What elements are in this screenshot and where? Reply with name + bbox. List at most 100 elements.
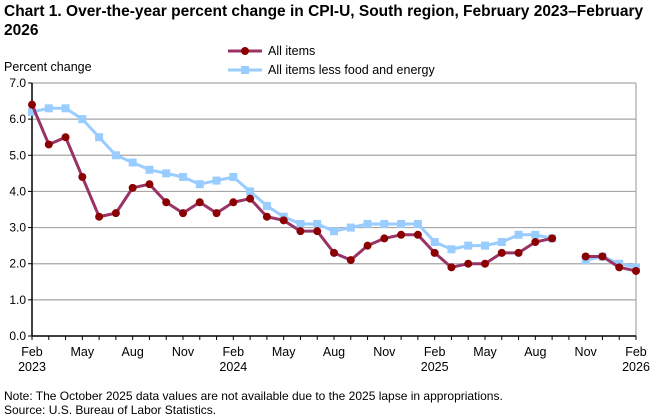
data-point-all-items bbox=[363, 241, 372, 250]
series-line-core bbox=[585, 254, 637, 269]
x-tick-label: May bbox=[71, 345, 95, 359]
data-point-core bbox=[346, 223, 355, 232]
data-point-core bbox=[296, 219, 305, 228]
data-point-all-items bbox=[212, 209, 221, 218]
data-point-core bbox=[78, 115, 87, 124]
x-tick-label: Feb bbox=[625, 345, 647, 359]
data-point-core bbox=[380, 219, 389, 228]
series-line-all-items bbox=[30, 104, 553, 269]
data-point-all-items bbox=[78, 172, 87, 181]
data-point-core bbox=[162, 169, 171, 178]
data-point-all-items bbox=[279, 216, 288, 225]
data-point-core bbox=[413, 219, 422, 228]
data-point-all-items bbox=[615, 263, 624, 272]
data-point-all-items bbox=[111, 209, 120, 218]
y-tick-label: 5.0 bbox=[9, 148, 26, 162]
data-point-core bbox=[229, 172, 238, 181]
legend-label: All items bbox=[268, 44, 315, 58]
data-point-core bbox=[28, 107, 36, 116]
data-point-all-items bbox=[229, 198, 238, 207]
x-tick-label: Aug bbox=[323, 345, 345, 359]
data-point-all-items bbox=[195, 198, 204, 207]
data-point-core bbox=[330, 227, 338, 236]
data-point-core bbox=[397, 219, 406, 228]
data-point-all-items bbox=[162, 198, 171, 207]
data-point-all-items bbox=[497, 248, 506, 257]
data-point-all-items bbox=[145, 180, 154, 189]
data-point-all-items bbox=[262, 212, 271, 221]
data-point-core bbox=[481, 241, 489, 250]
y-tick-label: 7.0 bbox=[9, 76, 26, 90]
data-point-all-items bbox=[481, 259, 489, 268]
data-point-core bbox=[430, 238, 439, 247]
data-point-all-items bbox=[95, 212, 104, 221]
series-line-all-items bbox=[585, 254, 637, 273]
x-tick-year-label: 2026 bbox=[622, 360, 650, 374]
x-tick-year-label: 2024 bbox=[219, 360, 247, 374]
x-tick-label: Aug bbox=[122, 345, 144, 359]
y-tick-label: 1.0 bbox=[9, 293, 26, 307]
x-tick-label: Feb bbox=[223, 345, 245, 359]
data-point-core bbox=[44, 104, 53, 113]
x-tick-label: Nov bbox=[373, 345, 396, 359]
data-point-all-items bbox=[514, 248, 523, 257]
y-axis-label: Percent change bbox=[4, 60, 92, 74]
legend-label: All items less food and energy bbox=[268, 63, 436, 77]
data-point-all-items bbox=[380, 234, 389, 243]
data-point-core bbox=[195, 180, 204, 189]
data-point-core bbox=[363, 219, 372, 228]
x-tick-year-label: 2025 bbox=[421, 360, 449, 374]
data-point-core bbox=[313, 219, 322, 228]
y-tick-label: 0.0 bbox=[9, 329, 26, 343]
data-point-all-items bbox=[413, 230, 422, 239]
data-point-core bbox=[246, 187, 255, 196]
legend-marker bbox=[241, 47, 249, 55]
data-point-all-items bbox=[464, 259, 473, 268]
data-point-all-items bbox=[531, 238, 540, 247]
chart-note: Note: The October 2025 data values are n… bbox=[4, 389, 503, 403]
data-point-core bbox=[111, 151, 120, 160]
x-tick-label: May bbox=[272, 345, 296, 359]
data-point-core bbox=[514, 230, 523, 239]
chart-title: Chart 1. Over-the-year percent change in… bbox=[4, 3, 644, 39]
data-point-core bbox=[128, 158, 137, 167]
data-point-all-items bbox=[397, 230, 406, 239]
x-tick-label: Feb bbox=[424, 345, 446, 359]
data-point-all-items bbox=[598, 252, 607, 261]
data-point-core bbox=[145, 165, 154, 174]
data-point-core bbox=[447, 245, 456, 254]
data-point-all-items bbox=[548, 234, 557, 243]
legend-marker bbox=[241, 66, 249, 74]
data-point-all-items bbox=[179, 209, 187, 218]
x-tick-label: Nov bbox=[575, 345, 598, 359]
data-point-all-items bbox=[128, 183, 137, 192]
data-point-all-items bbox=[430, 248, 439, 257]
x-tick-label: Aug bbox=[524, 345, 546, 359]
data-point-all-items bbox=[632, 266, 640, 275]
data-point-all-items bbox=[28, 100, 36, 109]
chart-source: Source: U.S. Bureau of Labor Statistics. bbox=[4, 403, 217, 417]
data-point-all-items bbox=[313, 227, 322, 236]
y-tick-label: 2.0 bbox=[9, 257, 26, 271]
data-point-core bbox=[212, 176, 221, 185]
y-tick-label: 3.0 bbox=[9, 221, 26, 235]
data-point-core bbox=[179, 172, 187, 181]
data-point-all-items bbox=[246, 194, 255, 203]
x-tick-label: Nov bbox=[172, 345, 195, 359]
y-tick-label: 6.0 bbox=[9, 112, 26, 126]
data-point-all-items bbox=[346, 256, 355, 265]
data-point-all-items bbox=[330, 248, 338, 257]
data-point-core bbox=[95, 133, 104, 142]
data-point-core bbox=[497, 238, 506, 247]
data-point-core bbox=[531, 230, 540, 239]
x-tick-label: May bbox=[473, 345, 497, 359]
data-point-core bbox=[262, 201, 271, 210]
data-point-all-items bbox=[581, 252, 590, 261]
y-tick-label: 4.0 bbox=[9, 184, 26, 198]
data-point-all-items bbox=[296, 227, 305, 236]
data-point-all-items bbox=[447, 263, 456, 272]
data-point-all-items bbox=[44, 140, 53, 149]
data-point-core bbox=[61, 104, 70, 113]
